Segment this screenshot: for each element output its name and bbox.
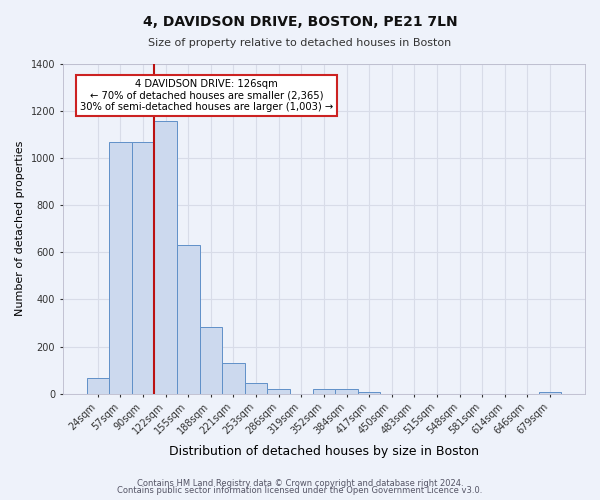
X-axis label: Distribution of detached houses by size in Boston: Distribution of detached houses by size … — [169, 444, 479, 458]
Bar — [86, 378, 109, 394]
Bar — [132, 142, 154, 394]
Bar — [539, 392, 561, 394]
Bar — [245, 382, 268, 394]
Bar — [358, 392, 380, 394]
Text: Contains public sector information licensed under the Open Government Licence v3: Contains public sector information licen… — [118, 486, 482, 495]
Y-axis label: Number of detached properties: Number of detached properties — [15, 141, 25, 316]
Text: Contains HM Land Registry data © Crown copyright and database right 2024.: Contains HM Land Registry data © Crown c… — [137, 478, 463, 488]
Bar — [268, 389, 290, 394]
Bar — [154, 120, 177, 394]
Text: 4 DAVIDSON DRIVE: 126sqm
← 70% of detached houses are smaller (2,365)
30% of sem: 4 DAVIDSON DRIVE: 126sqm ← 70% of detach… — [80, 79, 333, 112]
Bar — [200, 326, 222, 394]
Bar — [335, 389, 358, 394]
Bar — [313, 389, 335, 394]
Bar — [222, 363, 245, 394]
Text: 4, DAVIDSON DRIVE, BOSTON, PE21 7LN: 4, DAVIDSON DRIVE, BOSTON, PE21 7LN — [143, 15, 457, 29]
Text: Size of property relative to detached houses in Boston: Size of property relative to detached ho… — [148, 38, 452, 48]
Bar — [177, 246, 200, 394]
Bar — [109, 142, 132, 394]
